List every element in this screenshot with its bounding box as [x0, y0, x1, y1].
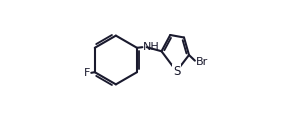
Text: NH: NH: [143, 42, 160, 52]
Text: F: F: [84, 68, 90, 78]
Text: S: S: [173, 65, 180, 78]
Text: Br: Br: [196, 57, 208, 67]
